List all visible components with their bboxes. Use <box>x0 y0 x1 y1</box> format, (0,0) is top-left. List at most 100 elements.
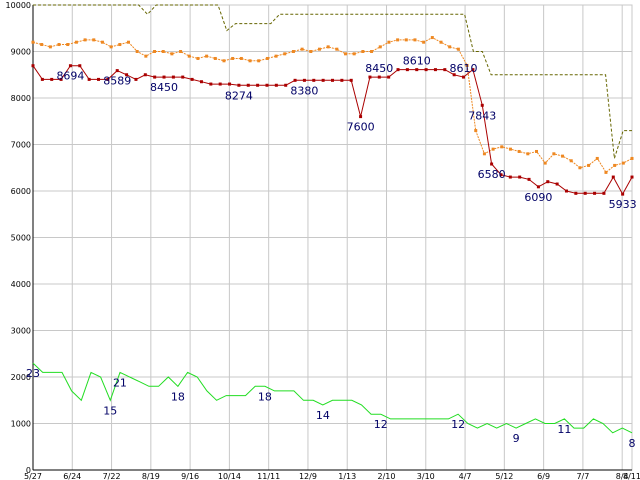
average-point <box>370 50 374 53</box>
average-point <box>257 59 261 63</box>
volume-line <box>32 362 633 434</box>
data-label: 8610 <box>403 55 431 68</box>
axes: 0 1000 2000 3000 4000 5000 6000 7000 8000 9000 100… <box>6 1 640 480</box>
data-label: 8 <box>629 437 636 450</box>
price-point <box>621 192 625 196</box>
y-tick-label: 0 <box>26 466 31 475</box>
average-point <box>413 38 417 42</box>
data-label: 14 <box>316 409 330 422</box>
price-point <box>265 83 269 87</box>
average-point <box>231 56 235 60</box>
price-point <box>237 83 241 87</box>
average-point <box>74 40 78 44</box>
price-point <box>359 115 363 119</box>
price-point <box>443 68 447 72</box>
price-point <box>209 82 213 86</box>
price-point <box>97 77 101 81</box>
price-point <box>433 68 437 72</box>
price-point <box>256 83 260 87</box>
x-tick-label: 8/4 <box>616 472 629 480</box>
average-point <box>422 40 426 44</box>
price-point <box>611 175 615 179</box>
data-label: 7843 <box>468 109 496 122</box>
average-point <box>100 40 104 44</box>
average-point <box>439 40 443 44</box>
price-point <box>583 191 587 195</box>
x-tick-label: 5/12 <box>495 472 513 480</box>
average-point <box>578 166 582 170</box>
average-point <box>179 50 183 53</box>
price-point <box>574 191 578 195</box>
price-point <box>340 78 344 82</box>
average-point <box>109 45 113 49</box>
data-label: 12 <box>451 418 465 431</box>
average-point <box>482 152 486 156</box>
data-label: 8589 <box>103 75 131 88</box>
x-tick-label: 8/19 <box>142 472 160 480</box>
average-point <box>517 149 521 153</box>
average-point <box>543 161 547 165</box>
price-point <box>190 77 194 81</box>
price-point <box>293 78 297 82</box>
data-label: 6580 <box>478 168 506 181</box>
x-tick-label: 12/9 <box>299 472 317 480</box>
price-point <box>78 64 82 68</box>
data-label: 5933 <box>609 198 637 211</box>
grid <box>32 4 633 471</box>
average-point <box>205 54 209 58</box>
price-point <box>387 75 391 79</box>
y-tick-label: 3000 <box>11 327 31 336</box>
x-tick-label: 1/13 <box>338 472 356 480</box>
average-point <box>309 50 313 53</box>
average-point <box>196 56 200 60</box>
x-tick-label: 9/16 <box>181 472 199 480</box>
price-point <box>368 75 372 79</box>
average-point <box>92 38 96 42</box>
data-label: 9 <box>513 432 520 445</box>
price-point <box>349 78 353 82</box>
average-point <box>535 149 539 153</box>
price-point <box>143 73 147 77</box>
average-point <box>248 59 252 63</box>
average-point <box>135 50 139 53</box>
average-point <box>621 161 625 165</box>
data-label: 8380 <box>290 84 318 97</box>
price-point <box>68 64 72 68</box>
price-point <box>462 75 466 79</box>
data-label: 18 <box>171 390 185 403</box>
price-point <box>284 83 288 87</box>
x-tick-label: 11/11 <box>257 472 280 480</box>
average-point <box>118 43 122 47</box>
x-tick-label: 8/11 <box>623 472 640 480</box>
price-point <box>546 180 550 184</box>
price-point <box>134 77 138 81</box>
price-point <box>602 191 606 195</box>
average-point <box>352 52 356 56</box>
average-point <box>222 59 226 63</box>
average-point <box>170 52 174 56</box>
average-line <box>32 37 633 174</box>
data-label: 18 <box>258 390 272 403</box>
y-tick-label: 9000 <box>11 48 31 57</box>
x-tick-label: 3/10 <box>417 472 435 480</box>
average-point <box>595 156 599 160</box>
price-point <box>162 75 166 79</box>
average-point <box>465 63 469 67</box>
data-label: 8450 <box>150 81 178 94</box>
price-point <box>125 73 129 77</box>
average-point <box>378 45 382 49</box>
price-point <box>246 83 250 87</box>
price-point <box>499 173 503 177</box>
price-point <box>480 103 484 107</box>
price-point <box>115 69 119 73</box>
price-point <box>331 78 334 82</box>
average-point <box>569 159 573 163</box>
average-point <box>448 45 452 49</box>
price-point <box>106 77 110 81</box>
data-label: 12 <box>374 418 388 431</box>
average-point <box>317 47 321 51</box>
data-label: 11 <box>557 423 571 436</box>
x-tick-label: 2/10 <box>378 472 396 480</box>
price-point <box>490 162 494 166</box>
price-point <box>59 77 63 81</box>
